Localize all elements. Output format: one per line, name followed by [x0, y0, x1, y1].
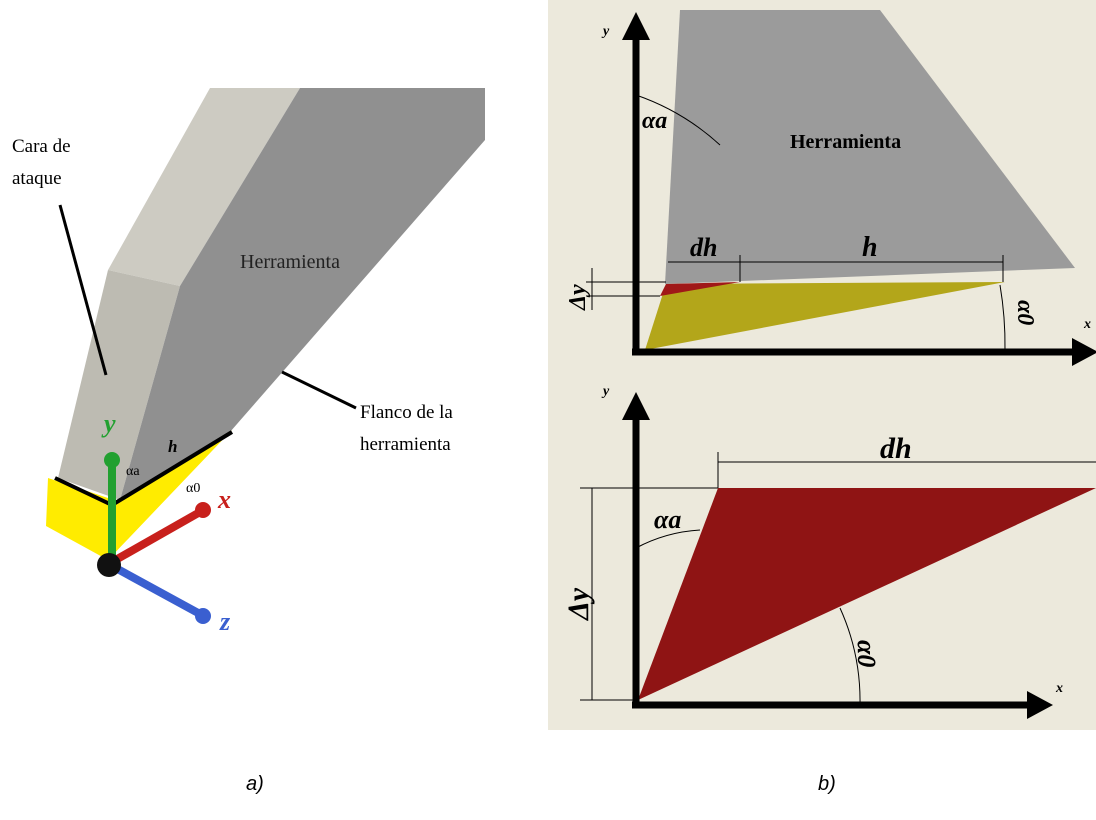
- label: αa: [642, 108, 667, 134]
- axes: [632, 30, 1080, 709]
- label: Cara de: [12, 136, 71, 157]
- label: αa: [126, 464, 140, 479]
- panel-b: y x αa Herramienta dh h Δy α0 y x dh αa …: [548, 0, 1096, 730]
- label: Herramienta: [790, 131, 901, 153]
- tool: [665, 10, 1075, 284]
- label: α0: [852, 640, 881, 667]
- caption: b): [818, 773, 836, 795]
- axis-end: [195, 608, 211, 624]
- chip-increment: [638, 488, 1096, 700]
- axis-label: x: [1083, 317, 1091, 332]
- axis-label: x: [217, 485, 231, 514]
- label: Flanco de la: [360, 402, 453, 423]
- label: ataque: [12, 168, 62, 189]
- label: Herramienta: [240, 251, 340, 273]
- dimension-lines: [580, 94, 1096, 706]
- arrowheads: [622, 12, 1096, 719]
- axis-label: y: [601, 24, 610, 39]
- z-axis: [110, 562, 202, 618]
- caption: a): [246, 773, 264, 795]
- label: dh: [880, 432, 912, 465]
- axis-end: [104, 452, 120, 468]
- label: h: [168, 437, 177, 456]
- origin: [97, 553, 121, 577]
- label: Δy: [565, 284, 591, 311]
- axis-end: [195, 502, 211, 518]
- leader: [281, 370, 357, 410]
- label: herramienta: [360, 434, 451, 455]
- flank-face: [120, 88, 485, 500]
- label: α0: [1012, 300, 1038, 325]
- panel-a: Cara de ataque Herramienta Flanco de la …: [12, 88, 485, 636]
- axis-label: y: [601, 384, 610, 399]
- x-axis: [110, 508, 202, 566]
- label: α0: [186, 481, 200, 496]
- label: dh: [690, 233, 717, 262]
- label: αa: [654, 505, 681, 534]
- chip: [645, 282, 1005, 350]
- axis-label: x: [1055, 681, 1063, 696]
- axis-label: y: [101, 409, 116, 438]
- tool-top: [108, 88, 300, 286]
- leader: [58, 204, 108, 376]
- label: Δy: [562, 587, 595, 621]
- label: h: [862, 232, 878, 263]
- axis-label: z: [219, 607, 231, 636]
- rake-face: [58, 270, 180, 500]
- chip-increment: [660, 282, 740, 296]
